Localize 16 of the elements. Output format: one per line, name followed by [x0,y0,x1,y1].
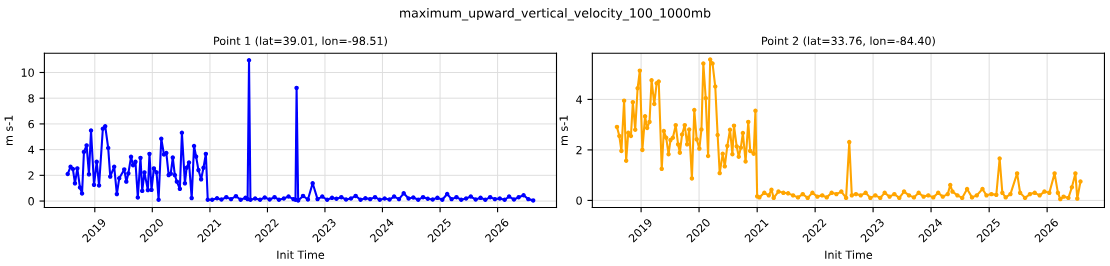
y-tick-label: 2 [28,171,34,180]
y-tick-label: 2 [576,145,582,155]
y-tick-label: 8 [28,94,34,103]
y-tick-label: 10 [21,68,34,77]
y-tick-label: 0 [576,196,582,205]
text: maximum_upward_vertical_velocity_100_1000mb [400,7,711,21]
x-axis-title: Init Time [825,250,873,259]
chart-title: Point 1 (lat=39.01, lon=-98.51) [214,36,387,47]
y-tick-label: 6 [28,119,34,129]
y-tick-label: 4 [28,145,35,154]
y-axis-title: m s-1 [559,115,568,145]
y-tick-label: 0 [28,197,34,206]
x-axis-title: Init Time [277,250,325,259]
y-tick-label: 4 [576,95,582,104]
chart-title: Point 2 (lat=33.76, lon=-84.40) [762,36,935,47]
y-axis-title: m s-1 [4,115,13,145]
